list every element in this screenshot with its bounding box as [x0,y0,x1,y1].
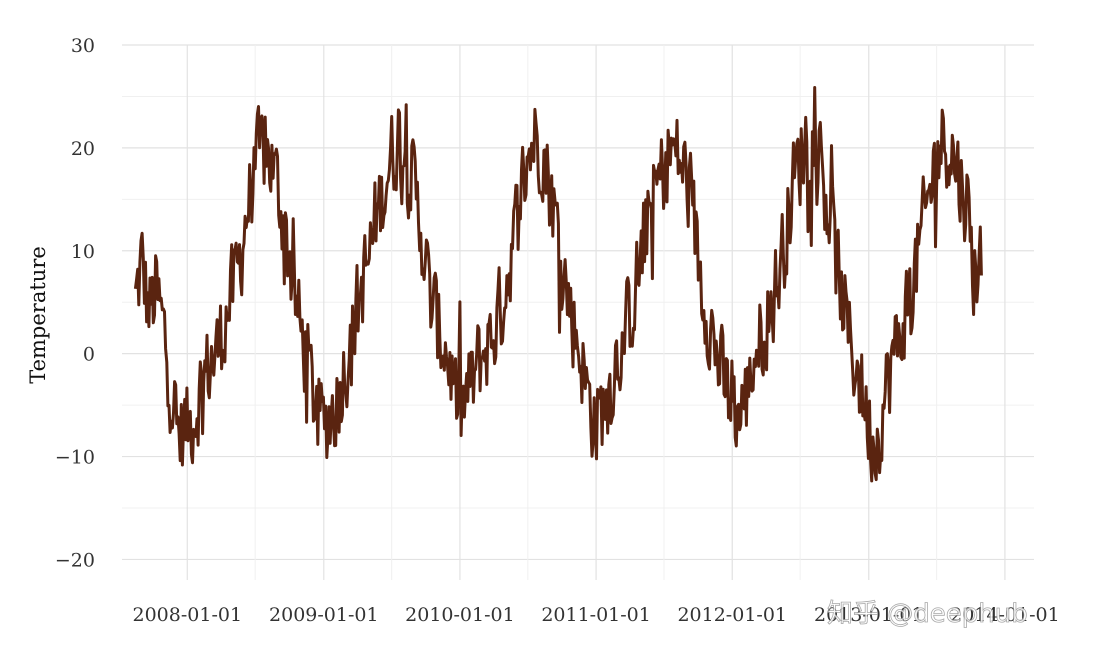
y-tick-label: 0 [83,344,95,366]
x-tick-label: 2010-01-01 [405,604,515,626]
x-tick-label: 2008-01-01 [133,604,243,626]
temperature-series-line [133,86,983,483]
y-tick-label: −20 [55,549,95,571]
x-tick-label: 2013-01-01 [814,604,924,626]
x-tick-label: 2009-01-01 [269,604,379,626]
y-axis-title: Temperature [26,246,50,384]
x-tick-label: 2011-01-01 [541,604,651,626]
y-axis-tick-labels: 30 20 10 0 −10 −20 [55,35,95,571]
x-axis-tick-labels: 2008-01-01 2009-01-01 2010-01-01 2011-01-01… [133,604,1060,626]
watermark-text: 知乎 @deephub [827,599,1028,629]
y-tick-label: 10 [71,241,95,263]
series-layer [133,86,983,483]
y-tick-label: −10 [55,447,95,469]
y-tick-label: 20 [71,138,95,160]
x-tick-label: 2012-01-01 [677,604,787,626]
y-tick-label: 30 [71,35,95,57]
x-tick-label: 2014-01-01 [950,604,1060,626]
